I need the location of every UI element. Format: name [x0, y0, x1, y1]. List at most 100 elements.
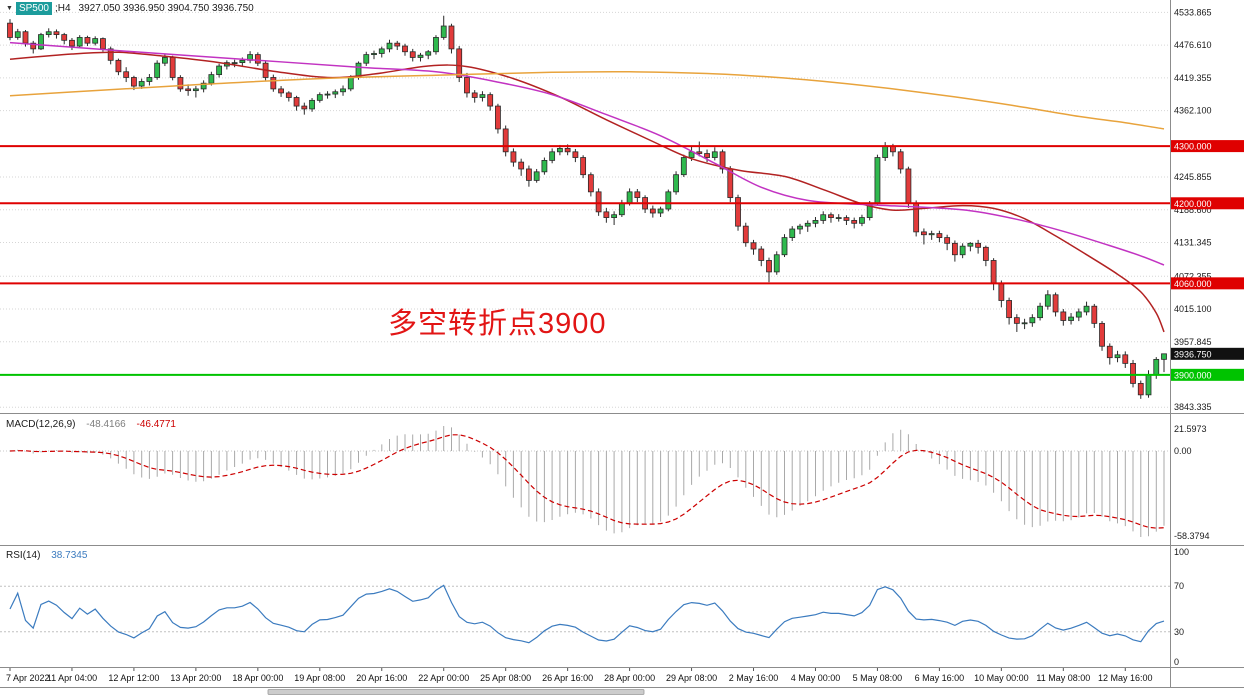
- candle-down: [100, 38, 106, 50]
- candle-up: [1068, 316, 1074, 321]
- price-level-label: 4300.000: [1174, 142, 1212, 152]
- candle-up: [92, 38, 99, 44]
- candle-down: [990, 260, 997, 284]
- candle-down: [851, 220, 858, 224]
- candle-down: [185, 88, 192, 92]
- candle-up: [797, 225, 803, 230]
- candle-up: [14, 31, 21, 38]
- candle-up: [556, 147, 563, 153]
- candle-down: [270, 77, 277, 90]
- rsi-label: RSI(14): [6, 550, 41, 561]
- candle-down: [766, 260, 772, 273]
- ohlc-values: 3927.050 3936.950 3904.750 3936.750: [78, 3, 254, 14]
- time-axis-label: 29 Apr 08:00: [666, 673, 717, 683]
- candle-up: [711, 151, 718, 158]
- candle-down: [580, 157, 587, 176]
- candle-down: [131, 77, 137, 87]
- time-axis-label: 2 May 16:00: [729, 673, 779, 683]
- candle-down: [1137, 383, 1144, 396]
- candle-up: [1161, 353, 1167, 360]
- candle-up: [1029, 317, 1036, 324]
- candle-up: [835, 217, 842, 219]
- candle-up: [363, 54, 370, 64]
- candle-up: [541, 159, 548, 173]
- candle-up: [1083, 305, 1090, 313]
- price-axis-label: 4072.355: [1174, 271, 1212, 281]
- candle-down: [402, 45, 408, 53]
- candle-up: [316, 94, 323, 101]
- price-axis-label: 4362.100: [1174, 106, 1212, 116]
- candle-up: [618, 202, 625, 216]
- candle-up: [657, 208, 664, 214]
- candle-up: [347, 77, 354, 90]
- horizontal-scrollbar-thumb[interactable]: [267, 689, 645, 695]
- macd-histogram: [17, 426, 1165, 537]
- candle-down: [1013, 317, 1020, 324]
- candle-down: [301, 105, 308, 110]
- candle-up: [340, 88, 346, 93]
- macd-signal-value: -46.4771: [136, 419, 176, 430]
- candle-up: [959, 245, 966, 256]
- price-level-label: 4200.000: [1174, 199, 1212, 209]
- candle-down: [7, 22, 13, 38]
- symbol-label[interactable]: SP500: [15, 2, 52, 15]
- macd-axis-label: 21.5973: [1174, 424, 1207, 434]
- candle-down: [61, 34, 68, 41]
- price-axis-label: 4476.610: [1174, 40, 1212, 50]
- candle-down: [495, 105, 501, 130]
- candle-up: [479, 94, 486, 98]
- candle-up: [378, 48, 385, 54]
- candle-down: [828, 214, 834, 218]
- time-axis-label: 7 Apr 2022: [6, 673, 50, 683]
- candle-down: [53, 31, 60, 35]
- price-axis-label: 4188.600: [1174, 205, 1212, 215]
- candle-down: [502, 128, 509, 153]
- candle-up: [967, 242, 974, 247]
- candle-down: [394, 42, 401, 47]
- candle-up: [1075, 311, 1082, 318]
- candles-layer: [7, 15, 1167, 399]
- price-axis-label: 4015.100: [1174, 304, 1212, 314]
- candle-down: [30, 42, 37, 50]
- candle-up: [611, 214, 618, 218]
- candle-up: [812, 220, 819, 224]
- time-axis-label: 6 May 16:00: [915, 673, 965, 683]
- ma-mid-line: [9, 41, 1165, 266]
- price-level-label: 3936.750: [1174, 349, 1212, 359]
- rsi-line: [9, 584, 1165, 644]
- candle-up: [1044, 294, 1051, 307]
- macd-main-value: -48.4166: [86, 419, 126, 430]
- time-axis-label: 11 Apr 04:00: [47, 673, 97, 683]
- candle-up: [371, 53, 377, 56]
- candle-up: [773, 254, 780, 273]
- price-axis[interactable]: 4533.865 4476.610 4419.355 4362.100 4245.855…: [1170, 7, 1244, 667]
- candle-up: [549, 151, 556, 161]
- candle-down: [254, 54, 261, 64]
- macd-label: MACD(12,26,9): [6, 419, 76, 430]
- candle-down: [843, 217, 850, 221]
- candle-down: [1091, 305, 1098, 324]
- price-level-box: [1170, 368, 1244, 381]
- candle-up: [208, 74, 215, 84]
- candle-down: [750, 242, 757, 250]
- chart-header: ▼ SP500 ;H4 3927.050 3936.950 3904.750 3…: [6, 2, 254, 15]
- candle-up: [1037, 305, 1043, 319]
- candle-down: [22, 31, 29, 44]
- candle-up: [673, 174, 679, 193]
- time-axis-label: 5 May 08:00: [853, 673, 903, 683]
- candle-up: [440, 25, 447, 38]
- candle-down: [921, 231, 927, 236]
- candle-down: [107, 48, 114, 61]
- candle-up: [200, 82, 207, 90]
- candle-up: [38, 34, 44, 50]
- candle-down: [1006, 300, 1013, 319]
- candle-down: [564, 147, 571, 153]
- candle-up: [192, 88, 199, 92]
- candle-up: [874, 157, 881, 204]
- symbol-dropdown-icon[interactable]: ▼: [6, 4, 13, 12]
- candle-up: [533, 171, 540, 181]
- candle-up: [146, 77, 153, 82]
- candle-down: [1106, 345, 1113, 359]
